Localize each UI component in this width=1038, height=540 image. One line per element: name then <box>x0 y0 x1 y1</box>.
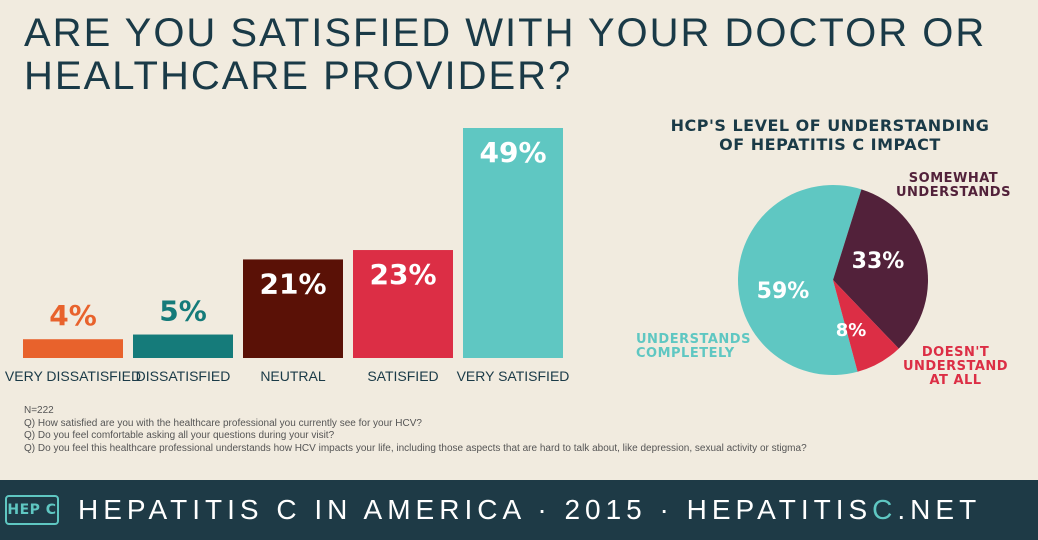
bar-very-dissatisfied <box>23 339 123 358</box>
pie-chart-title: HCP'S LEVEL OF UNDERSTANDING OF HEPATITI… <box>630 116 1030 154</box>
footer-text-accent: C <box>872 494 898 525</box>
pie-title-line-2: OF HEPATITIS C IMPACT <box>719 135 941 154</box>
footer-bar <box>0 480 1038 540</box>
pie-slice-not <box>833 280 899 372</box>
bar-neutral <box>243 259 343 358</box>
question-2: Q) Do you feel comfortable asking all yo… <box>24 430 335 441</box>
page-title: ARE YOU SATISFIED WITH YOUR DOCTOR OR HE… <box>24 12 1024 98</box>
bar-value-label: 4% <box>49 299 97 332</box>
sample-size: N=222 <box>24 405 54 416</box>
bar-satisfied <box>353 250 453 358</box>
bar-category-label: VERY SATISFIED <box>457 368 570 384</box>
bar-value-label: 23% <box>369 258 436 291</box>
footer-text[interactable]: HEPATITIS C IN AMERICA · 2015 · HEPATITI… <box>78 492 981 528</box>
pie-title-line-1: HCP'S LEVEL OF UNDERSTANDING <box>670 116 990 135</box>
understanding-pie-chart: 59% 33% 8% <box>738 185 928 375</box>
footer-text-part1: HEPATITIS C IN AMERICA · 2015 · HEPATITI… <box>78 494 873 525</box>
title-line-2: HEALTHCARE PROVIDER? <box>24 54 573 98</box>
pie-slice-completely <box>738 185 862 375</box>
title-line-1: ARE YOU SATISFIED WITH YOUR DOCTOR OR <box>24 11 987 55</box>
bar-very-satisfied <box>463 128 563 358</box>
survey-notes: N=222 Q) How satisfied are you with the … <box>24 405 807 455</box>
bar-dissatisfied <box>133 334 233 358</box>
question-1: Q) How satisfied are you with the health… <box>24 417 422 429</box>
bar-category-label: SATISFIED <box>367 368 438 384</box>
bar-category-label: VERY DISSATISFIED <box>5 368 141 384</box>
pie-label-somewhat: SOMEWHAT UNDERSTANDS <box>896 171 1011 200</box>
bar-category-label: NEUTRAL <box>260 368 326 384</box>
pie-label-completely: UNDERSTANDS COMPLETELY <box>636 332 751 361</box>
pie-value-label: 59% <box>757 279 810 304</box>
bar-category-label: DISSATISFIED <box>136 368 231 384</box>
bar-value-label: 21% <box>259 267 326 300</box>
satisfaction-bar-chart: 4% VERY DISSATISFIED 5% DISSATISFIED 21% NEUT… <box>5 128 570 384</box>
hep-c-logo[interactable]: HEP C <box>5 495 59 525</box>
pie-value-label: 33% <box>852 249 905 274</box>
bar-value-label: 49% <box>479 136 546 169</box>
pie-label-not: DOESN'T UNDERSTAND AT ALL <box>903 345 1009 388</box>
footer-text-part2: .NET <box>897 494 982 525</box>
pie-slice-somewhat <box>833 189 928 349</box>
question-3: Q) Do you feel this healthcare professio… <box>24 442 807 454</box>
pie-value-label: 8% <box>836 320 867 341</box>
bar-value-label: 5% <box>159 295 207 328</box>
